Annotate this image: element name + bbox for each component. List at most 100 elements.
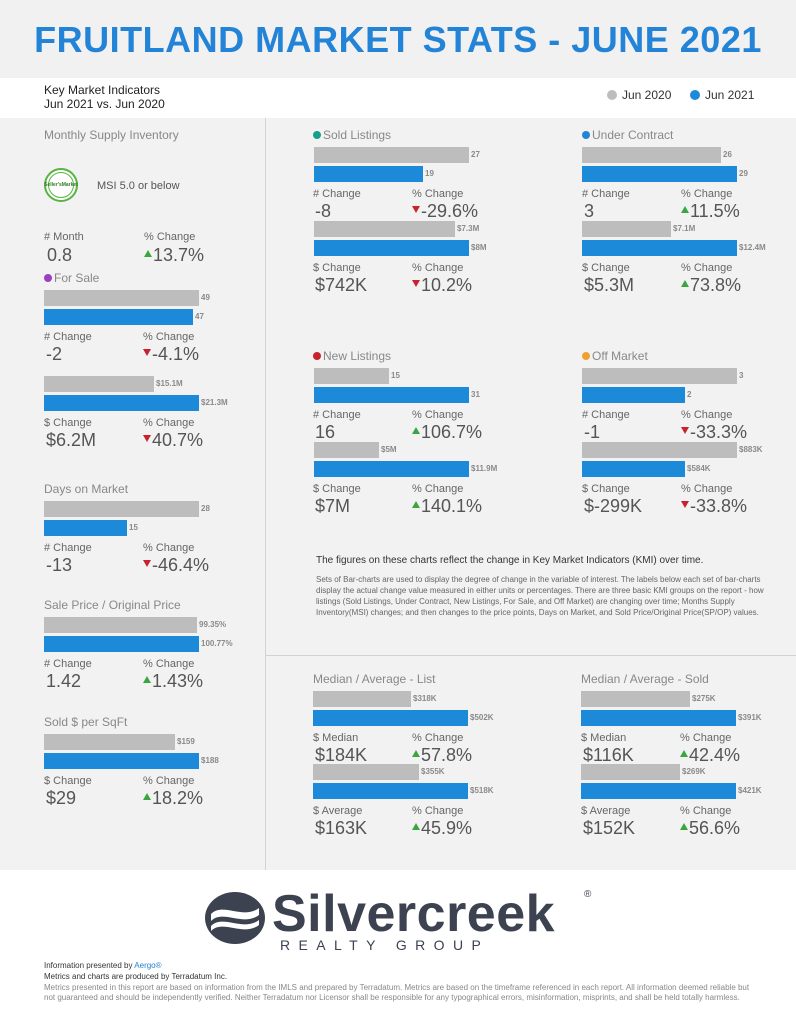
forsale-count-dot-icon xyxy=(44,274,52,282)
forsale-volume-bar-2021 xyxy=(44,395,199,411)
days-on-market-bar-2020-label: 28 xyxy=(201,504,210,513)
offmarket-count-bar-2020-label: 3 xyxy=(739,371,744,380)
list-average-bar-2021 xyxy=(313,783,468,799)
list-median-value-1: $184K xyxy=(315,745,368,765)
contract-volume-bar-2020 xyxy=(582,221,671,237)
offmarket-count-label-1: # Change xyxy=(582,409,630,421)
contract-count-label-2: % Change xyxy=(681,188,733,200)
sold-count-value-1: -8 xyxy=(315,201,332,221)
new-count-label-1: # Change xyxy=(313,409,361,421)
sold-median-label-2: % Change xyxy=(680,732,732,744)
sold-count-label-1: # Change xyxy=(313,188,361,200)
legend-label-2020: Jun 2020 xyxy=(622,88,672,102)
forsale-count-label-2: % Change xyxy=(143,331,195,343)
contract-volume-bar-2021 xyxy=(582,240,737,256)
sold-per-sqft-label-1: $ Change xyxy=(44,775,92,787)
sold-median-title-text: Median / Average - Sold xyxy=(581,672,709,686)
list-average-bar-2020 xyxy=(313,764,419,780)
explanation-body: Sets of Bar-charts are used to display t… xyxy=(316,575,764,617)
forsale-volume-value-2-text: 40.7% xyxy=(152,430,204,450)
contract-count-bar-2020 xyxy=(582,147,721,163)
offmarket-volume-value-1: $-299K xyxy=(584,496,643,516)
new-count-label-2: % Change xyxy=(412,409,464,421)
sale-price-ratio-value-2-text: 1.43% xyxy=(152,671,204,691)
up-triangle-icon xyxy=(412,823,420,830)
list-median-label-2: % Change xyxy=(412,732,464,744)
forsale-count-title-text: For Sale xyxy=(54,271,100,285)
sold-volume-value-2: 10.2% xyxy=(412,275,472,296)
down-triangle-icon xyxy=(143,435,151,442)
sold-per-sqft-bar-2021 xyxy=(44,753,199,769)
new-count-bar-2021 xyxy=(314,387,469,403)
forsale-count-title: For Sale xyxy=(44,271,99,285)
contract-count-dot-icon xyxy=(582,131,590,139)
sold-median-title: Median / Average - Sold xyxy=(581,672,709,686)
msi-change-text: 13.7% xyxy=(153,245,205,265)
forsale-count-bar-2021-label: 47 xyxy=(195,312,204,321)
days-on-market-bar-2021 xyxy=(44,520,127,536)
sold-median-value-2: 42.4% xyxy=(680,745,740,766)
logo-wordmark: Silvercreek xyxy=(272,885,556,943)
contract-count-value-1: 3 xyxy=(584,201,595,221)
offmarket-volume-bar-2021-label: $584K xyxy=(687,464,711,473)
contract-volume-label-1: $ Change xyxy=(582,262,630,274)
sale-price-ratio-label-2: % Change xyxy=(143,658,195,670)
offmarket-volume-value-2: -33.8% xyxy=(681,496,747,517)
title-band xyxy=(0,0,796,78)
footer-presented-prefix: Information presented by xyxy=(44,961,135,970)
forsale-count-bar-2021 xyxy=(44,309,193,325)
forsale-volume-bar-2021-label: $21.3M xyxy=(201,398,228,407)
up-triangle-icon xyxy=(143,793,151,800)
contract-volume-bar-2021-label: $12.4M xyxy=(739,243,766,252)
list-median-value-2-text: 57.8% xyxy=(421,745,473,765)
msi-title: Monthly Supply Inventory xyxy=(44,128,179,142)
contract-count-label-1: # Change xyxy=(582,188,630,200)
down-triangle-icon xyxy=(412,206,420,213)
msi-change-value: 13.7% xyxy=(144,245,204,266)
sold-count-dot-icon xyxy=(313,131,321,139)
sold-median-value-2-text: 42.4% xyxy=(689,745,741,765)
msi-note: MSI 5.0 or below xyxy=(97,180,180,192)
sold-average-value-2-text: 56.6% xyxy=(689,818,741,838)
aergo-link[interactable]: Aergo® xyxy=(134,961,162,970)
sold-volume-value-2-text: 10.2% xyxy=(421,275,473,295)
subheader-band xyxy=(0,78,796,118)
sale-price-ratio-title: Sale Price / Original Price xyxy=(44,598,181,612)
forsale-volume-bar-2020 xyxy=(44,376,154,392)
offmarket-volume-bar-2020-label: $883K xyxy=(739,445,763,454)
contract-count-bar-2021-label: 29 xyxy=(739,169,748,178)
msi-change-label: % Change xyxy=(144,231,196,243)
days-on-market-value-2: -46.4% xyxy=(143,555,209,576)
sold-per-sqft-value-1: $29 xyxy=(46,788,77,808)
forsale-count-bar-2020-label: 49 xyxy=(201,293,210,302)
sold-per-sqft-label-2: % Change xyxy=(143,775,195,787)
sold-per-sqft-title: Sold $ per SqFt xyxy=(44,715,127,729)
list-average-bar-2020-label: $355K xyxy=(421,767,445,776)
list-median-title: Median / Average - List xyxy=(313,672,436,686)
new-count-bar-2020 xyxy=(314,368,389,384)
msi-month-label: # Month xyxy=(44,231,84,243)
sold-per-sqft-value-2: 18.2% xyxy=(143,788,203,809)
new-count-value-2: 106.7% xyxy=(412,422,482,443)
offmarket-volume-label-1: $ Change xyxy=(582,483,630,495)
down-triangle-icon xyxy=(681,501,689,508)
footer-produced: Metrics and charts are produced by Terra… xyxy=(44,972,228,981)
badge-line-1: Seller's xyxy=(44,182,62,188)
offmarket-volume-label-2: % Change xyxy=(681,483,733,495)
offmarket-volume-bar-2021 xyxy=(582,461,685,477)
days-on-market-title: Days on Market xyxy=(44,482,128,496)
days-on-market-label-2: % Change xyxy=(143,542,195,554)
sold-volume-value-1: $742K xyxy=(315,275,368,295)
sold-per-sqft-bar-2020 xyxy=(44,734,175,750)
sold-average-value-2: 56.6% xyxy=(680,818,740,839)
list-median-bar-2021-label: $502K xyxy=(470,713,494,722)
sold-count-label-2: % Change xyxy=(412,188,464,200)
list-median-value-2: 57.8% xyxy=(412,745,472,766)
offmarket-count-value-2: -33.3% xyxy=(681,422,747,443)
forsale-volume-bar-2020-label: $15.1M xyxy=(156,379,183,388)
sale-price-ratio-label-1: # Change xyxy=(44,658,92,670)
up-triangle-icon xyxy=(680,823,688,830)
sold-volume-bar-2020-label: $7.3M xyxy=(457,224,480,233)
forsale-volume-label-2: % Change xyxy=(143,417,195,429)
badge-line-2: Market xyxy=(61,182,78,188)
